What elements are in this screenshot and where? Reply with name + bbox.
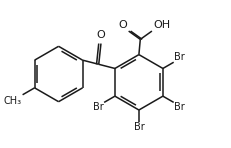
Text: Br: Br: [174, 102, 184, 112]
Text: Br: Br: [134, 123, 144, 132]
Text: OH: OH: [153, 20, 170, 30]
Text: CH₃: CH₃: [3, 96, 21, 106]
Text: Br: Br: [174, 52, 184, 62]
Text: Br: Br: [93, 102, 104, 112]
Text: O: O: [97, 30, 105, 40]
Text: O: O: [119, 20, 127, 30]
